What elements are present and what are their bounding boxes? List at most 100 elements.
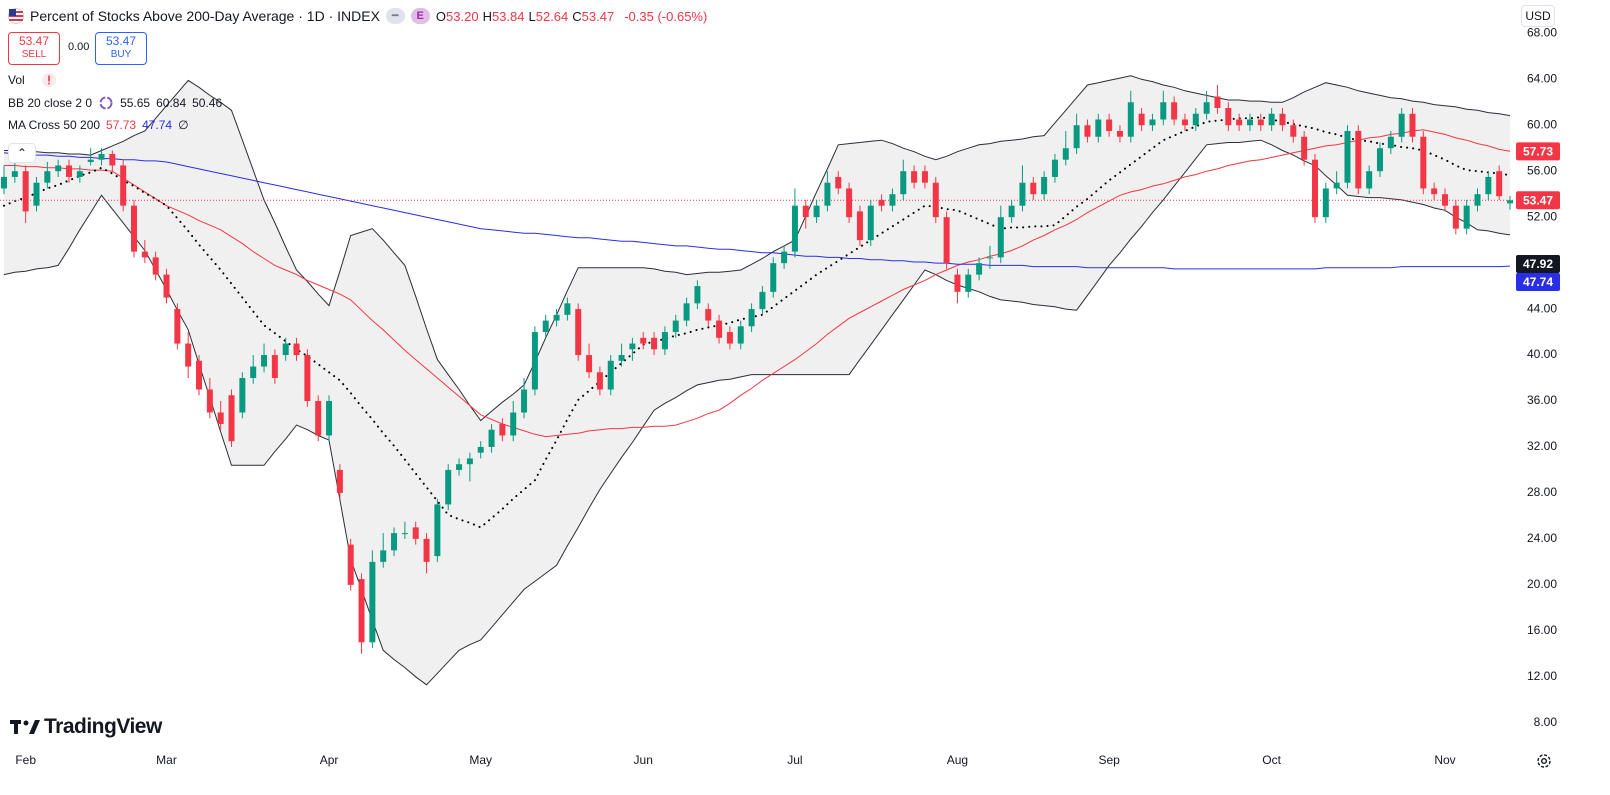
candle-body xyxy=(705,309,712,321)
candle-body xyxy=(651,337,658,350)
candle-body xyxy=(1463,205,1470,229)
y-tick-label: 28.00 xyxy=(1527,485,1557,499)
candle-body xyxy=(1203,102,1210,114)
candle-body xyxy=(986,257,993,259)
collapse-legend-button[interactable]: ⌃ xyxy=(8,143,36,163)
candle-body xyxy=(672,320,679,333)
candle-body xyxy=(1279,113,1286,126)
candle-body xyxy=(770,263,777,292)
candle-body xyxy=(120,165,127,206)
candle-body xyxy=(196,360,203,390)
moving-average xyxy=(3,152,1511,270)
candle-body xyxy=(174,309,181,344)
candle-body xyxy=(1149,119,1156,126)
candle-body xyxy=(889,194,896,206)
candle-body xyxy=(1073,125,1080,149)
candle-body xyxy=(33,182,40,206)
candle-body xyxy=(1171,102,1178,120)
ohlc-value: 53.20 xyxy=(446,8,479,24)
price-badge-label: 57.73 xyxy=(1523,144,1553,158)
candle-body xyxy=(1138,113,1145,126)
candle-body xyxy=(336,469,343,493)
candle-body xyxy=(997,217,1004,258)
candle-body xyxy=(326,401,333,436)
candle-body xyxy=(1474,194,1481,206)
price-badge-label: 47.74 xyxy=(1523,275,1553,289)
candle-body xyxy=(11,171,18,177)
candle-body xyxy=(55,165,62,172)
bollinger-lower xyxy=(3,139,1511,686)
indicator-values: 55.65 60.84 50.46 xyxy=(120,96,222,110)
candle-body xyxy=(1268,113,1275,126)
price-badge xyxy=(1516,273,1560,292)
candle-body xyxy=(640,337,647,344)
loading-icon xyxy=(99,96,113,110)
buy-button[interactable]: 53.47 BUY xyxy=(95,32,147,65)
candle-body xyxy=(499,423,506,436)
y-tick-label: 24.00 xyxy=(1527,531,1557,545)
candle-body xyxy=(66,165,73,177)
candle-body xyxy=(109,153,116,166)
candle-body xyxy=(391,533,398,551)
candle-body xyxy=(1344,130,1351,183)
header: Percent of Stocks Above 200-Day Average … xyxy=(8,6,707,26)
ohlc-value: 53.84 xyxy=(491,8,525,24)
buy-label: BUY xyxy=(110,49,132,60)
ohlc-value: 53.47 xyxy=(581,8,615,24)
warning-icon[interactable] xyxy=(41,72,57,88)
candle-body xyxy=(456,464,463,470)
candle-body xyxy=(1301,136,1308,160)
y-tick-label: 60.00 xyxy=(1527,117,1557,131)
x-tick-label: Aug xyxy=(947,753,968,767)
indicator-row: MA Cross 50 200 57.73 47.74 ∅ xyxy=(8,118,189,132)
x-tick-label: Jul xyxy=(787,753,802,767)
candle-body xyxy=(1062,148,1069,160)
settings-icon[interactable] xyxy=(1536,753,1552,769)
candle-body xyxy=(1452,205,1459,229)
candle-body xyxy=(1160,102,1167,120)
currency-button[interactable]: USD xyxy=(1521,5,1555,27)
bollinger-upper xyxy=(4,75,1511,422)
candle-body xyxy=(271,355,278,379)
x-tick-label: Mar xyxy=(156,753,177,767)
candle-body xyxy=(1008,205,1015,218)
price-badge xyxy=(1516,142,1560,161)
candle-body xyxy=(1030,182,1037,195)
candle-body xyxy=(141,251,148,258)
candle-body xyxy=(380,550,387,562)
candle-body xyxy=(217,412,224,424)
sell-price: 53.47 xyxy=(18,34,50,48)
candle-body xyxy=(1127,102,1134,137)
moving-average xyxy=(4,129,1511,438)
candle-body xyxy=(87,159,94,163)
sell-button[interactable]: 53.47 SELL xyxy=(8,32,60,65)
candle-body xyxy=(943,217,950,264)
buy-price: 53.47 xyxy=(105,34,137,48)
candle-body xyxy=(488,429,495,447)
candle-body xyxy=(835,176,842,189)
candle-body xyxy=(813,205,820,218)
candle-body xyxy=(1311,159,1318,218)
indicator-value: 55.65 xyxy=(120,96,151,110)
candle-body xyxy=(163,274,170,298)
price-badge xyxy=(1516,191,1560,210)
candle-body xyxy=(856,211,863,241)
indicator-name: BB 20 close 2 0 xyxy=(8,96,93,110)
indicator-name: Vol xyxy=(8,73,25,87)
x-tick-label: Feb xyxy=(15,753,36,767)
logo-icon xyxy=(10,720,40,734)
ohlc: O53.20 H53.84 L52.64 C53.47 xyxy=(436,9,618,24)
candle-body xyxy=(1322,188,1329,218)
indicator-row: Vol xyxy=(8,72,57,88)
y-tick-label: 16.00 xyxy=(1527,623,1557,637)
candle-body xyxy=(293,343,300,356)
ohlc-key: L xyxy=(528,8,536,24)
candle-body xyxy=(466,458,473,465)
collapse-button[interactable]: ━ xyxy=(385,8,405,24)
earnings-badge[interactable]: E xyxy=(410,8,430,24)
candle-body xyxy=(878,199,885,206)
title: Percent of Stocks Above 200-Day Average … xyxy=(30,8,380,24)
candle-body xyxy=(477,446,484,453)
